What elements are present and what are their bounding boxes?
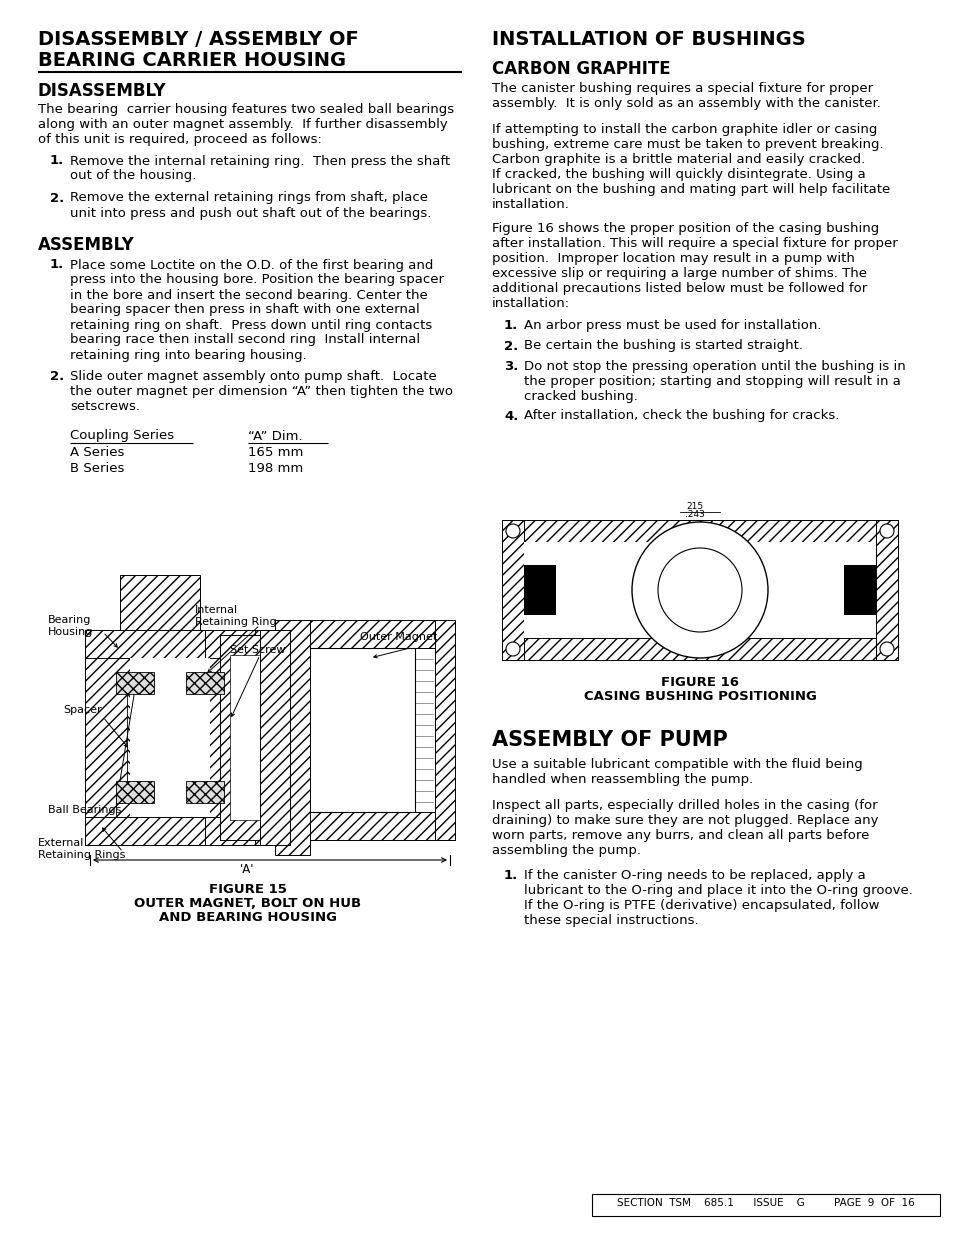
Text: Inspect all parts, especially drilled holes in the casing (for
draining) to make: Inspect all parts, especially drilled ho… bbox=[492, 799, 878, 857]
Text: The canister bushing requires a special fixture for proper
assembly.  It is only: The canister bushing requires a special … bbox=[492, 82, 880, 110]
Text: B Series: B Series bbox=[70, 462, 124, 474]
Text: 1.: 1. bbox=[50, 154, 64, 168]
Bar bbox=[523, 542, 875, 638]
Text: Slide outer magnet assembly onto pump shaft.  Locate
the outer magnet per dimens: Slide outer magnet assembly onto pump sh… bbox=[70, 370, 453, 412]
Text: INSTALLATION OF BUSHINGS: INSTALLATION OF BUSHINGS bbox=[492, 30, 805, 49]
Circle shape bbox=[879, 642, 893, 656]
Text: 1.: 1. bbox=[503, 869, 517, 882]
Text: AND BEARING HOUSING: AND BEARING HOUSING bbox=[159, 911, 336, 924]
Bar bbox=[501, 520, 897, 542]
Text: “A” Dim.: “A” Dim. bbox=[248, 430, 302, 442]
Text: Ball Bearings: Ball Bearings bbox=[48, 805, 121, 815]
Text: Figure 16 shows the proper position of the casing bushing
after installation. Th: Figure 16 shows the proper position of t… bbox=[492, 222, 897, 310]
Bar bbox=[127, 694, 147, 781]
Text: A Series: A Series bbox=[70, 446, 124, 458]
Bar bbox=[205, 630, 254, 845]
Text: FIGURE 16: FIGURE 16 bbox=[660, 676, 739, 689]
Text: 2.: 2. bbox=[503, 340, 517, 352]
Text: Remove the external retaining rings from shaft, place
unit into press and push o: Remove the external retaining rings from… bbox=[70, 191, 431, 220]
Bar bbox=[501, 520, 523, 659]
Bar bbox=[501, 638, 897, 659]
Text: Do not stop the pressing operation until the bushing is in
the proper position; : Do not stop the pressing operation until… bbox=[523, 359, 904, 403]
Text: If attempting to install the carbon graphite idler or casing
bushing, extreme ca: If attempting to install the carbon grap… bbox=[492, 124, 889, 211]
Text: ASSEMBLY OF PUMP: ASSEMBLY OF PUMP bbox=[492, 730, 727, 750]
Text: Outer Magnet: Outer Magnet bbox=[359, 632, 436, 642]
Text: 1.: 1. bbox=[50, 258, 64, 272]
Text: SECTION  TSM    685.1      ISSUE    G         PAGE  9  OF  16: SECTION TSM 685.1 ISSUE G PAGE 9 OF 16 bbox=[617, 1198, 914, 1208]
Bar bbox=[85, 818, 274, 845]
Text: CARBON GRAPHITE: CARBON GRAPHITE bbox=[492, 61, 670, 78]
Bar bbox=[875, 520, 897, 659]
Circle shape bbox=[505, 642, 519, 656]
Text: Set Screw: Set Screw bbox=[230, 645, 285, 655]
Text: After installation, check the bushing for cracks.: After installation, check the bushing fo… bbox=[523, 410, 839, 422]
Bar bbox=[254, 664, 274, 680]
Text: An arbor press must be used for installation.: An arbor press must be used for installa… bbox=[523, 319, 821, 332]
Bar bbox=[116, 672, 153, 694]
Text: Remove the internal retaining ring.  Then press the shaft
out of the housing.: Remove the internal retaining ring. Then… bbox=[70, 154, 450, 183]
Bar bbox=[186, 672, 224, 694]
Text: .243: .243 bbox=[684, 510, 704, 519]
Text: 2.: 2. bbox=[50, 191, 64, 205]
Text: 215: 215 bbox=[686, 501, 702, 511]
Text: 4.: 4. bbox=[503, 410, 517, 422]
Text: Internal
Retaining Ring: Internal Retaining Ring bbox=[194, 605, 276, 626]
Text: DISASSEMBLY / ASSEMBLY OF: DISASSEMBLY / ASSEMBLY OF bbox=[38, 30, 358, 49]
Text: 'A': 'A' bbox=[240, 863, 254, 876]
Text: Coupling Series: Coupling Series bbox=[70, 430, 174, 442]
Bar bbox=[254, 795, 274, 810]
Bar bbox=[186, 781, 224, 803]
Bar bbox=[230, 655, 280, 820]
Text: External
Retaining Rings: External Retaining Rings bbox=[38, 839, 125, 860]
Text: OUTER MAGNET, BOLT ON HUB: OUTER MAGNET, BOLT ON HUB bbox=[134, 897, 361, 910]
Text: Spacer: Spacer bbox=[63, 705, 102, 715]
Text: Be certain the bushing is started straight.: Be certain the bushing is started straig… bbox=[523, 340, 802, 352]
Text: BEARING CARRIER HOUSING: BEARING CARRIER HOUSING bbox=[38, 51, 346, 70]
Circle shape bbox=[631, 522, 767, 658]
Bar bbox=[285, 620, 455, 648]
Bar bbox=[285, 811, 455, 840]
Text: ASSEMBLY: ASSEMBLY bbox=[38, 236, 134, 254]
Bar bbox=[290, 648, 410, 811]
Text: Use a suitable lubricant compatible with the fluid being
handled when reassembli: Use a suitable lubricant compatible with… bbox=[492, 758, 862, 785]
Bar bbox=[120, 576, 200, 630]
Text: Bearing
Housing: Bearing Housing bbox=[48, 615, 93, 636]
Text: DISASSEMBLY: DISASSEMBLY bbox=[38, 82, 167, 100]
Text: 165 mm: 165 mm bbox=[248, 446, 303, 458]
Bar bbox=[843, 564, 875, 615]
Text: 198 mm: 198 mm bbox=[248, 462, 303, 474]
Bar bbox=[130, 658, 210, 818]
Text: 1.: 1. bbox=[503, 319, 517, 332]
Text: The bearing  carrier housing features two sealed ball bearings
along with an out: The bearing carrier housing features two… bbox=[38, 103, 454, 146]
Bar bbox=[523, 564, 556, 615]
Bar bbox=[85, 630, 274, 658]
Circle shape bbox=[658, 548, 741, 632]
Text: 2.: 2. bbox=[50, 370, 64, 383]
Text: Place some Loctite on the O.D. of the first bearing and
press into the housing b: Place some Loctite on the O.D. of the fi… bbox=[70, 258, 443, 362]
Bar bbox=[274, 620, 310, 855]
Text: If the canister O-ring needs to be replaced, apply a
lubricant to the O-ring and: If the canister O-ring needs to be repla… bbox=[523, 869, 912, 927]
Circle shape bbox=[879, 524, 893, 538]
Text: FIGURE 15: FIGURE 15 bbox=[209, 883, 287, 897]
Bar bbox=[116, 781, 153, 803]
Text: CASING BUSHING POSITIONING: CASING BUSHING POSITIONING bbox=[583, 690, 816, 703]
Circle shape bbox=[505, 524, 519, 538]
Bar bbox=[220, 635, 285, 840]
Bar bbox=[285, 648, 415, 811]
Text: 3.: 3. bbox=[503, 359, 517, 373]
Bar bbox=[85, 630, 135, 845]
Bar bbox=[260, 630, 290, 845]
Bar bbox=[592, 1194, 939, 1216]
Bar bbox=[435, 620, 455, 840]
